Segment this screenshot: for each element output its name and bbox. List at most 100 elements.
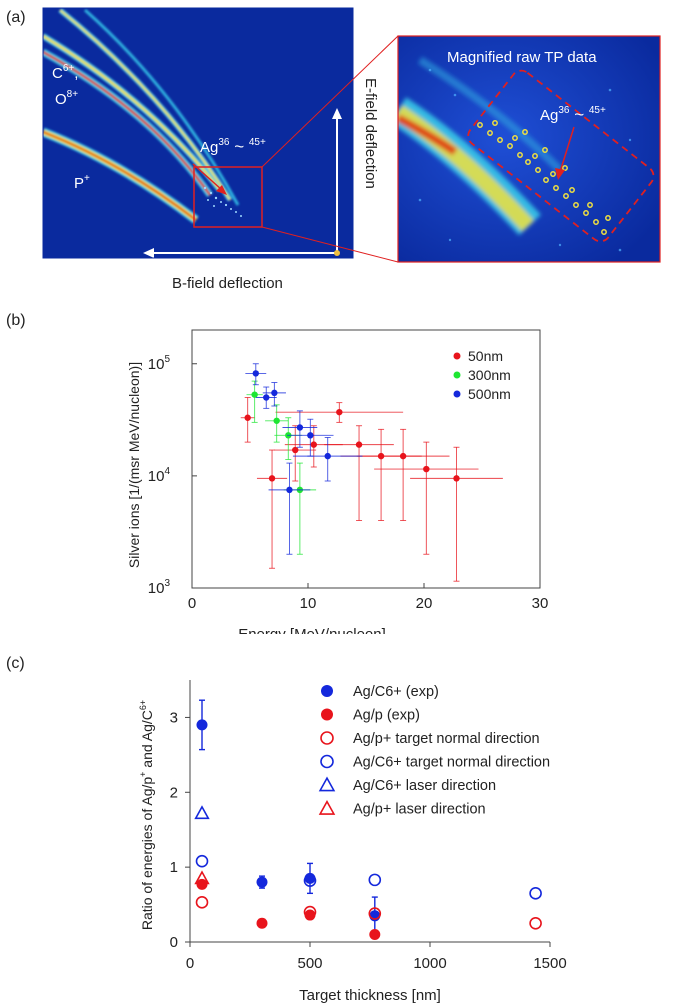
data-point [256,917,268,929]
zoom-connector-top [261,35,399,168]
data-point [336,408,343,416]
tp-image-frame [42,7,354,259]
x-tick-label: 20 [416,595,433,612]
inset-ag-pointer-head [555,168,565,180]
legend-label: Ag/C6+ target normal direction [353,755,550,771]
data-point [355,441,363,448]
y-tick-label: 3 [170,709,178,726]
x-tick-label: 500 [297,955,322,972]
data-point [256,876,268,888]
plot-c-data [194,699,542,941]
ag-speckle [203,186,242,217]
inset-frame [397,35,661,263]
e-field-arrowhead [332,108,342,119]
data-point [244,414,251,421]
y-tick-label: 104 [148,466,171,485]
data-point [303,905,317,919]
data-point [286,486,293,494]
ag-pointer-head [216,185,227,195]
zero-point [334,250,340,256]
ag-pointer [192,163,223,191]
data-point [251,391,258,398]
panel-a: (a) [6,7,661,292]
b-field-label: B-field deflection [172,275,283,292]
legend-marker [321,708,333,721]
inset-band [398,56,563,236]
data-point [195,896,209,909]
b-field-arrowhead [143,248,154,258]
y-tick-label: 1 [170,859,178,876]
panel-label-c: (c) [6,655,25,672]
y-tick-label: 2 [170,784,178,801]
x-tick-label: 1000 [413,955,446,972]
data-point [194,870,210,885]
panel-c: (c) 0 500 1000 1500 0 1 2 3 Ag/C6+ (exp) Ag/p (e… [6,655,567,1004]
plot-b-ylabel: Silver ions [1/(msr MeV/nucleon)] [126,362,142,568]
plot-b-data [240,363,503,582]
data-point [307,432,314,439]
data-point [194,805,210,820]
y-tick-label: 103 [148,578,171,597]
inset-title: Magnified raw TP data [447,49,597,66]
legend-label: Ag/C6+ laser direction [353,778,496,794]
legend-label: Ag/p (exp) [353,708,420,724]
plot-c-ylabel: Ratio of energies of Ag/p+ and Ag/C6+ [138,700,155,930]
plot-c-xlabel: Target thickness [nm] [299,987,441,1004]
data-point [324,452,331,460]
legend-label: Ag/p+ target normal direction [353,731,540,747]
data-point [529,887,542,900]
ag-dashed-box [467,69,655,243]
legend-marker [320,731,334,745]
legend-label: Ag/p+ laser direction [353,802,486,818]
legend-marker [318,799,336,815]
data-point [368,907,382,920]
x-tick-label: 0 [186,955,194,972]
inset-ag-pointer [559,126,575,173]
data-point [423,465,430,473]
plot-b-frame [191,329,541,589]
plot-b-axes: 0 10 20 30 103 104 105 [148,354,549,612]
data-point [303,874,317,887]
data-point [196,719,208,731]
panel-b: (b) 0 10 20 30 103 104 105 50nm 300nm 500nm Silv… [6,312,548,644]
legend-marker [453,371,461,379]
legend-label: 50nm [468,348,503,364]
panel-label-a: (a) [6,9,26,26]
legend-marker [320,754,334,769]
y-tick-label: 105 [148,354,171,373]
data-point [195,854,209,868]
x-tick-label: 1500 [533,955,566,972]
x-tick-label: 10 [300,595,317,612]
data-point [368,873,382,887]
legend-marker [321,685,333,697]
x-tick-label: 30 [532,595,549,612]
tp-image-background [43,8,353,258]
legend-marker [453,390,461,398]
data-point [304,909,316,921]
tp-image [43,8,353,258]
data-point [310,441,317,448]
plot-b-legend: 50nm 300nm 500nm [453,348,511,402]
panel-label-b: (b) [6,312,26,329]
data-point [453,475,460,482]
e-field-label: E-field deflection [362,78,379,189]
zoom-region-box [193,166,263,228]
plot-c-legend: Ag/C6+ (exp) Ag/p (exp) Ag/p+ target norma… [318,684,550,818]
data-point [399,452,407,460]
x-tick-label: 0 [188,595,196,612]
data-point [252,370,259,377]
data-point [369,929,381,941]
zoom-connector-bottom [261,226,399,263]
inset-noise [418,58,632,252]
plot-c-axes: 0 500 1000 1500 0 1 2 3 [170,680,567,972]
data-point [263,394,270,401]
legend-label: 500nm [468,386,511,402]
data-point [273,417,280,424]
xlabel-overlap-mask [190,634,450,644]
data-point [271,389,278,397]
data-point [296,424,304,431]
legend-marker [453,352,461,360]
legend-marker [318,776,336,792]
data-point [196,878,208,890]
